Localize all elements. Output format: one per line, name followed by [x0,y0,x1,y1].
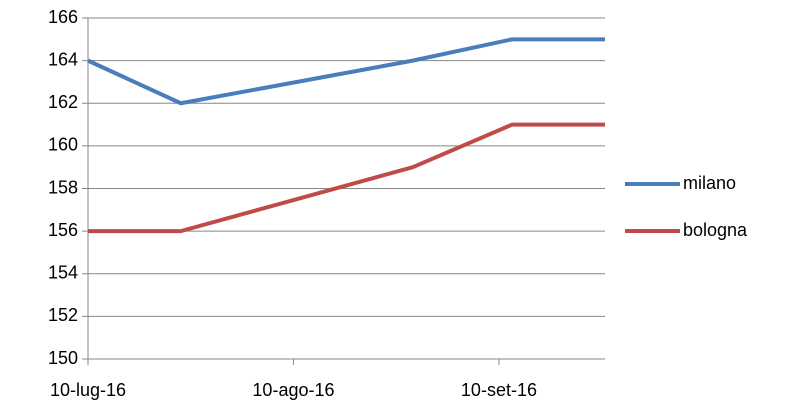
y-tick-label: 162 [48,92,78,112]
y-tick-label: 154 [48,263,78,283]
x-tick-label: 10-ago-16 [252,380,334,400]
y-tick-label: 156 [48,220,78,240]
y-tick-label: 166 [48,7,78,27]
y-tick-label: 164 [48,49,78,69]
y-tick-label: 150 [48,348,78,368]
series-line [88,122,605,234]
series-line [87,37,605,106]
y-tick-label: 152 [48,305,78,325]
x-tick-label: 10-lug-16 [50,380,126,400]
y-tick-label: 158 [48,177,78,197]
y-tick-label: 160 [48,135,78,155]
legend-label: milano [683,173,736,193]
legend-label: bologna [683,220,748,240]
x-tick-label: 10-set-16 [461,380,537,400]
